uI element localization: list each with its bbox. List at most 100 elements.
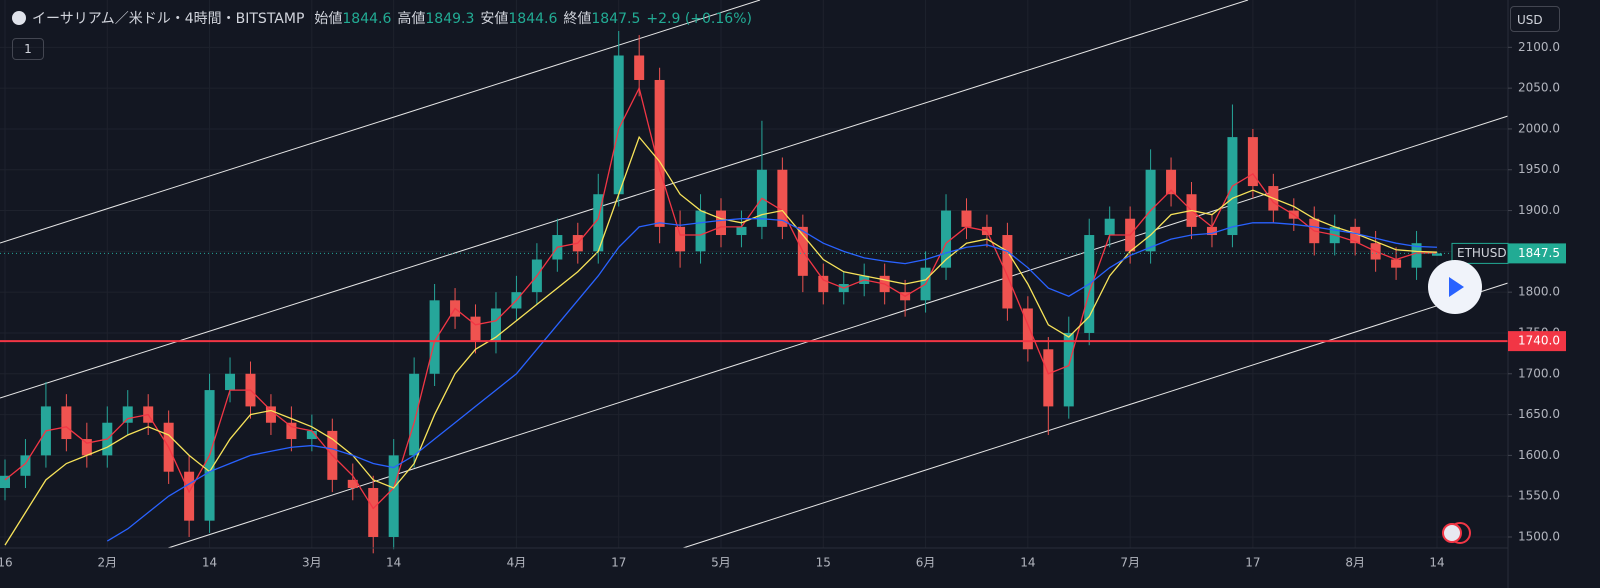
candle-body	[716, 210, 726, 236]
trend-line	[0, 0, 1249, 399]
candle-body	[1247, 137, 1258, 187]
low-label: 安値	[480, 11, 509, 27]
candle-body	[1206, 226, 1217, 236]
x-tick-label: 3月	[302, 556, 322, 570]
candle-body	[654, 79, 665, 227]
candle-body	[961, 210, 972, 227]
candle-body	[388, 455, 399, 537]
last-price-box	[1508, 243, 1566, 264]
toggle-label[interactable]: 1	[24, 42, 32, 56]
x-tick-label: 6月	[916, 556, 936, 570]
x-tick-label: 2月	[97, 556, 117, 570]
change-value: +2.9 (+0.16%)	[646, 11, 752, 27]
x-tick-label: 5月	[711, 556, 731, 570]
level-label-box	[1508, 331, 1566, 352]
y-tick-label: 1550.0	[1518, 489, 1560, 503]
x-tick-label: 4月	[507, 556, 527, 570]
candle-body	[409, 373, 420, 456]
candle-body	[490, 308, 501, 342]
moving-average-line	[4, 135, 1438, 546]
candle-body	[368, 488, 379, 537]
symbol-title: イーサリアム／米ドル・4時間・BITSTAMP	[32, 11, 305, 27]
y-tick-label: 2100.0	[1518, 40, 1560, 54]
x-tick-label: 17	[611, 556, 626, 570]
x-tick-label: 15	[816, 556, 831, 570]
candle-body	[1350, 226, 1361, 244]
y-tick-label: 1950.0	[1518, 162, 1560, 176]
candle-body	[81, 439, 92, 456]
x-tick-label: 8月	[1345, 556, 1365, 570]
y-tick-label: 2050.0	[1518, 81, 1560, 95]
candle-body	[736, 226, 747, 236]
candle-body	[1043, 349, 1054, 407]
candle-body	[225, 373, 236, 391]
currency-button[interactable]: USD	[1510, 6, 1560, 32]
candle-body	[1063, 332, 1074, 407]
candle-body	[1391, 259, 1402, 268]
candle-body	[0, 475, 10, 489]
candle-body	[1022, 308, 1033, 350]
x-tick-label: 14	[202, 556, 217, 570]
candle-body	[1411, 243, 1422, 268]
interval-toggle[interactable]: 1	[12, 38, 44, 60]
play-button[interactable]	[1428, 260, 1482, 314]
moving-average-line	[4, 86, 1437, 510]
candle-body	[634, 55, 645, 80]
open-value: 1844.6	[342, 11, 392, 27]
trend-line	[682, 282, 1509, 549]
x-tick-label: 17	[1245, 556, 1260, 570]
candle-body	[61, 406, 72, 440]
moving-average-line	[106, 218, 1438, 542]
candle-body	[613, 55, 624, 195]
close-value: 1847.5	[591, 11, 641, 27]
play-icon[interactable]	[1449, 277, 1464, 297]
candle-body	[1104, 218, 1115, 236]
coin-icon	[12, 11, 26, 25]
candle-body	[122, 406, 133, 423]
y-tick-label: 1900.0	[1518, 203, 1560, 217]
candle-body	[265, 406, 276, 423]
last-price-label: 1847.5	[1518, 246, 1560, 260]
high-value: 1849.3	[425, 11, 475, 27]
trend-line	[0, 0, 761, 244]
candle-body	[695, 210, 706, 252]
close-label: 終値	[563, 11, 592, 27]
candle-body	[429, 300, 440, 374]
candle-body	[675, 226, 686, 252]
y-tick-label: 1800.0	[1518, 285, 1560, 299]
level-label: 1740.0	[1518, 334, 1560, 348]
x-tick-label: 14	[1020, 556, 1035, 570]
y-tick-label: 1700.0	[1518, 366, 1560, 380]
candle-body	[470, 316, 481, 342]
legend-header: イーサリアム／米ドル・4時間・BITSTAMP 始値1844.6 高値1849.3 安…	[12, 8, 758, 28]
trend-line	[167, 115, 1509, 549]
candle-body	[1432, 253, 1442, 256]
x-tick-label: 16	[0, 556, 13, 570]
y-tick-label: 1600.0	[1518, 448, 1560, 462]
candle-body	[306, 430, 317, 440]
high-label: 高値	[397, 11, 426, 27]
currency-label[interactable]: USD	[1517, 13, 1543, 27]
candle-body	[184, 471, 195, 521]
channel-lines	[0, 0, 1509, 549]
candle-body	[941, 210, 952, 268]
low-value: 1844.6	[508, 11, 558, 27]
candle-body	[1166, 169, 1177, 195]
candle-body	[20, 455, 31, 476]
candle-body	[347, 479, 358, 489]
candle-body	[777, 169, 788, 227]
symbol-label: ETHUSD	[1457, 246, 1507, 260]
x-tick-label: 14	[1429, 556, 1444, 570]
x-tick-label: 14	[386, 556, 401, 570]
candle-body	[593, 194, 604, 252]
candle-body	[1002, 235, 1013, 309]
y-tick-label: 2000.0	[1518, 121, 1560, 135]
flag-icon[interactable]	[1442, 523, 1462, 543]
y-tick-label: 1500.0	[1518, 529, 1560, 543]
candle-body	[286, 422, 297, 440]
open-label: 始値	[314, 11, 343, 27]
event-icon[interactable]	[1442, 522, 1471, 544]
candle-body	[818, 275, 829, 293]
